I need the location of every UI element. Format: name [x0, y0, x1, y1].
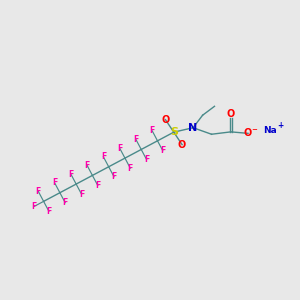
Text: F: F	[95, 181, 100, 190]
Text: O: O	[227, 109, 235, 119]
Text: F: F	[150, 126, 155, 135]
Text: F: F	[111, 172, 117, 181]
Text: F: F	[144, 155, 149, 164]
Text: F: F	[79, 190, 84, 199]
Text: F: F	[85, 161, 90, 170]
Text: Na: Na	[263, 126, 277, 135]
Text: F: F	[101, 152, 106, 161]
Text: F: F	[68, 169, 74, 178]
Text: O: O	[161, 115, 169, 125]
Text: O: O	[244, 128, 252, 138]
Text: F: F	[52, 178, 57, 187]
Text: F: F	[128, 164, 133, 172]
Text: −: −	[252, 127, 258, 133]
Text: F: F	[32, 202, 37, 211]
Text: S: S	[170, 127, 178, 137]
Text: F: F	[36, 187, 41, 196]
Text: F: F	[117, 144, 122, 153]
Text: F: F	[46, 207, 52, 216]
Text: N: N	[188, 123, 198, 133]
Text: F: F	[133, 135, 139, 144]
Text: F: F	[63, 198, 68, 207]
Text: O: O	[178, 140, 186, 150]
Text: +: +	[278, 122, 284, 130]
Text: F: F	[160, 146, 165, 155]
